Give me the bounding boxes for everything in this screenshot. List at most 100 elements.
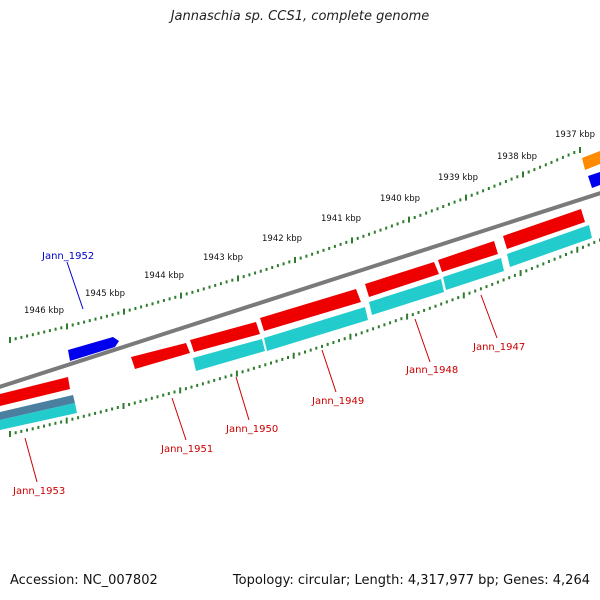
minor-tick	[453, 200, 456, 204]
scale-label-1939: 1939 kbp	[438, 173, 478, 183]
minor-tick	[43, 330, 46, 334]
minor-tick	[77, 416, 80, 420]
minor-tick	[493, 184, 496, 188]
minor-tick	[191, 290, 194, 294]
scale-label-1944: 1944 kbp	[144, 271, 184, 281]
gene-jann-1950[interactable]	[190, 322, 260, 352]
minor-tick	[436, 207, 439, 211]
minor-tick	[288, 260, 291, 264]
minor-tick	[315, 346, 318, 350]
gene-jann-1948[interactable]	[365, 262, 439, 297]
gene-jann-1947-b[interactable]	[503, 209, 585, 249]
minor-tick	[487, 187, 490, 190]
minor-tick	[417, 311, 420, 314]
minor-tick	[264, 363, 267, 367]
minor-tick	[26, 428, 28, 432]
minor-tick	[491, 282, 494, 286]
minor-tick	[105, 409, 108, 412]
gene-jann-1953[interactable]	[0, 377, 70, 406]
minor-tick	[190, 385, 193, 389]
gene-jann-1951[interactable]	[131, 343, 190, 369]
label-jann-1952[interactable]: Jann_1952	[41, 251, 94, 262]
leader-jann-1951	[171, 397, 187, 441]
minor-tick	[83, 320, 86, 324]
scale-label-1945: 1945 kbp	[85, 289, 125, 299]
major-tick	[235, 370, 238, 377]
major-tick	[9, 337, 11, 343]
gene-reverse-edge[interactable]	[588, 172, 600, 188]
label-jann-1947[interactable]: Jann_1947	[472, 342, 525, 353]
minor-tick	[202, 287, 205, 291]
minor-tick	[116, 406, 119, 409]
minor-tick	[476, 191, 479, 195]
minor-tick	[326, 342, 329, 346]
minor-tick	[396, 222, 399, 226]
minor-tick	[530, 267, 533, 270]
minor-tick	[556, 158, 559, 162]
minor-tick	[459, 198, 462, 202]
label-jann-1950[interactable]: Jann_1950	[225, 424, 278, 435]
major-tick	[9, 431, 11, 437]
minor-tick	[139, 399, 142, 403]
minor-tick	[321, 344, 323, 348]
cds-jann-1948[interactable]	[369, 279, 444, 315]
gene-jann-1952[interactable]	[68, 337, 119, 361]
minor-tick	[111, 407, 114, 411]
gene-other-edge[interactable]	[582, 151, 600, 170]
minor-tick	[276, 264, 279, 268]
cds-jann-1953-dark[interactable]	[0, 395, 75, 420]
minor-tick	[345, 240, 348, 244]
minor-tick	[419, 213, 422, 217]
cds-jann-1949[interactable]	[264, 307, 368, 351]
minor-tick	[510, 177, 513, 181]
cds-jann-1947-b[interactable]	[507, 225, 592, 267]
minor-tick	[451, 298, 454, 302]
minor-tick	[219, 282, 222, 286]
label-jann-1949[interactable]: Jann_1949	[311, 396, 364, 407]
cds-jann-1953[interactable]	[0, 403, 77, 430]
gene-jann-1949[interactable]	[260, 289, 361, 331]
minor-tick	[265, 267, 268, 271]
minor-tick	[400, 317, 403, 321]
minor-tick	[231, 278, 234, 282]
minor-tick	[304, 350, 306, 354]
minor-tick	[516, 175, 519, 179]
minor-tick	[561, 155, 564, 159]
minor-tick	[270, 361, 272, 365]
minor-tick	[88, 413, 91, 417]
minor-tick	[366, 329, 369, 333]
minor-tick	[332, 341, 335, 344]
minor-tick	[372, 327, 375, 331]
minor-tick	[567, 153, 570, 157]
minor-tick	[173, 390, 176, 394]
major-tick	[237, 275, 239, 282]
label-jann-1953[interactable]: Jann_1953	[12, 486, 65, 497]
minor-tick	[254, 271, 257, 275]
minor-tick	[88, 319, 91, 323]
cds-jann-1947-a[interactable]	[443, 258, 504, 290]
minor-tick	[496, 280, 499, 284]
minor-tick	[587, 243, 590, 247]
minor-tick	[442, 205, 445, 208]
minor-tick	[430, 209, 433, 213]
minor-tick	[287, 356, 289, 359]
minor-tick	[299, 256, 302, 260]
accession-text: Accession: NC_007802	[10, 573, 158, 588]
minor-tick	[316, 250, 319, 254]
minor-tick	[37, 331, 40, 335]
minor-tick	[333, 244, 336, 248]
minor-tick	[550, 160, 553, 164]
label-jann-1951[interactable]: Jann_1951	[160, 444, 213, 455]
cds-jann-1950[interactable]	[193, 339, 265, 371]
minor-tick	[214, 283, 217, 287]
minor-tick	[385, 226, 388, 230]
major-tick	[522, 171, 524, 178]
minor-tick	[394, 319, 397, 323]
minor-tick	[213, 378, 216, 382]
minor-tick	[305, 254, 308, 258]
gene-jann-1947-a[interactable]	[438, 241, 498, 272]
minor-tick	[54, 421, 57, 425]
leader-jann-1952	[66, 261, 84, 310]
label-jann-1948[interactable]: Jann_1948	[405, 365, 458, 376]
minor-tick	[71, 323, 74, 327]
